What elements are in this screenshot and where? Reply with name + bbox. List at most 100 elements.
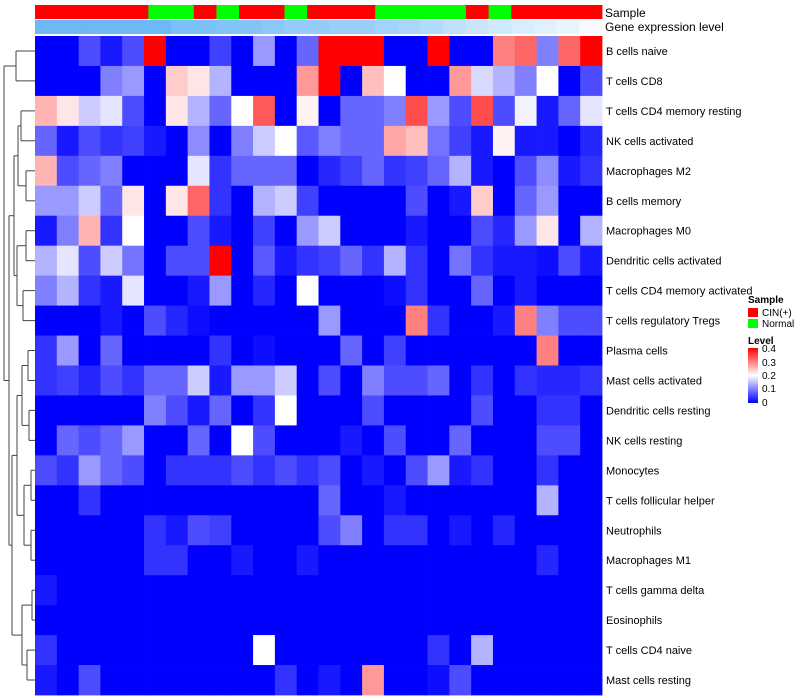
sample-annotation-cell — [511, 5, 535, 19]
heatmap-cell — [56, 305, 80, 336]
heatmap-cell — [514, 215, 537, 247]
sample-annotation-cell — [375, 5, 399, 19]
expression-annotation-cell — [329, 20, 353, 34]
sample-annotation-cell — [533, 5, 558, 19]
heatmap-cell — [209, 515, 232, 546]
heatmap-cell — [231, 425, 254, 456]
heatmap-cell — [449, 395, 472, 426]
legend: Sample CIN(+) Normal Level 0.4 0.3 0.2 0… — [748, 295, 794, 409]
heatmap-cell — [340, 305, 363, 336]
expression-annotation-cell — [148, 20, 172, 34]
heatmap-cell — [580, 335, 603, 366]
heatmap-cell — [56, 245, 80, 277]
heatmap-cell — [405, 125, 428, 157]
heatmap-cell — [296, 305, 319, 336]
heatmap-cell — [100, 185, 123, 217]
heatmap-cell — [405, 365, 428, 396]
heatmap-cell — [449, 485, 472, 516]
heatmap-cell — [187, 185, 210, 217]
heatmap-cell — [165, 635, 189, 666]
heatmap-cell — [296, 95, 319, 127]
heatmap-cell — [165, 485, 189, 516]
heatmap-cell — [231, 245, 254, 277]
heatmap-cell — [144, 635, 167, 666]
heatmap-cell — [100, 275, 123, 306]
heatmap-cell — [274, 155, 298, 187]
heatmap-cell — [144, 605, 167, 636]
row-label: B cells memory — [606, 196, 682, 208]
heatmap-cell — [471, 365, 494, 396]
heatmap-cell — [471, 575, 494, 606]
heatmap-cell — [558, 305, 581, 336]
heatmap-cell — [253, 185, 276, 217]
heatmap-cell — [78, 275, 101, 306]
heatmap-cell — [514, 305, 537, 336]
heatmap-cell — [35, 665, 58, 696]
heatmap-cell — [536, 485, 559, 516]
expression-annotation-cell — [352, 20, 376, 34]
sample-annotation-cell — [420, 5, 444, 19]
heatmap-cell — [383, 365, 407, 396]
row-label: Macrophages M0 — [606, 226, 691, 238]
heatmap-cell — [296, 36, 319, 67]
expression-annotation-cell — [307, 20, 331, 34]
heatmap-cell — [340, 215, 363, 247]
heatmap-cell — [492, 455, 516, 486]
heatmap-cell — [340, 335, 363, 366]
heatmap-cell — [56, 575, 80, 606]
heatmap-cell — [362, 155, 385, 187]
heatmap-cell — [318, 185, 341, 217]
heatmap-cell — [362, 305, 385, 336]
heatmap-cell — [383, 215, 407, 247]
heatmap-cell — [100, 395, 123, 426]
heatmap-cell — [514, 125, 537, 157]
heatmap-cell — [35, 305, 58, 336]
heatmap-cell — [449, 155, 472, 187]
heatmap-cell — [100, 365, 123, 396]
row-label: Mast cells activated — [606, 376, 702, 388]
row-label: NK cells resting — [606, 435, 682, 447]
heatmap-cell — [427, 455, 450, 486]
heatmap-cell — [340, 425, 363, 456]
heatmap-cell — [362, 395, 385, 426]
expression-annotation-cell — [465, 20, 489, 34]
heatmap-cell — [56, 455, 80, 486]
heatmap-cell — [362, 36, 385, 67]
heatmap-cell — [56, 425, 80, 456]
heatmap-cell — [362, 125, 385, 157]
heatmap-cell — [231, 185, 254, 217]
heatmap-cell — [362, 275, 385, 306]
heatmap-cell — [144, 395, 167, 426]
expression-annotation-cell — [125, 20, 149, 34]
heatmap-cell — [536, 455, 559, 486]
heatmap-cell — [362, 425, 385, 456]
heatmap-cell — [449, 125, 472, 157]
heatmap-cell — [209, 545, 232, 576]
heatmap-cell — [274, 605, 298, 636]
heatmap-cell — [536, 365, 559, 396]
heatmap-cell — [56, 185, 80, 217]
heatmap-cell — [56, 275, 80, 306]
heatmap-cell — [296, 515, 319, 546]
heatmap-cell — [318, 125, 341, 157]
sample-annotation-cell — [148, 5, 172, 19]
heatmap-cell — [78, 425, 101, 456]
heatmap-cell — [209, 425, 232, 456]
sample-annotation-cell — [329, 5, 353, 19]
heatmap-cell — [187, 215, 210, 247]
heatmap-cell — [558, 245, 581, 277]
heatmap-cell — [231, 95, 254, 127]
heatmap-cell — [536, 305, 559, 336]
heatmap-cell — [383, 635, 407, 666]
legend-swatch-normal — [748, 319, 758, 328]
heatmap-cell — [340, 125, 363, 157]
heatmap-cell — [122, 185, 145, 217]
heatmap-cell — [78, 215, 101, 247]
heatmap-cell — [514, 605, 537, 636]
heatmap-cell — [253, 605, 276, 636]
heatmap-cell — [209, 305, 232, 336]
heatmap-cell — [296, 185, 319, 217]
heatmap-cell — [362, 545, 385, 576]
heatmap-cell — [209, 605, 232, 636]
